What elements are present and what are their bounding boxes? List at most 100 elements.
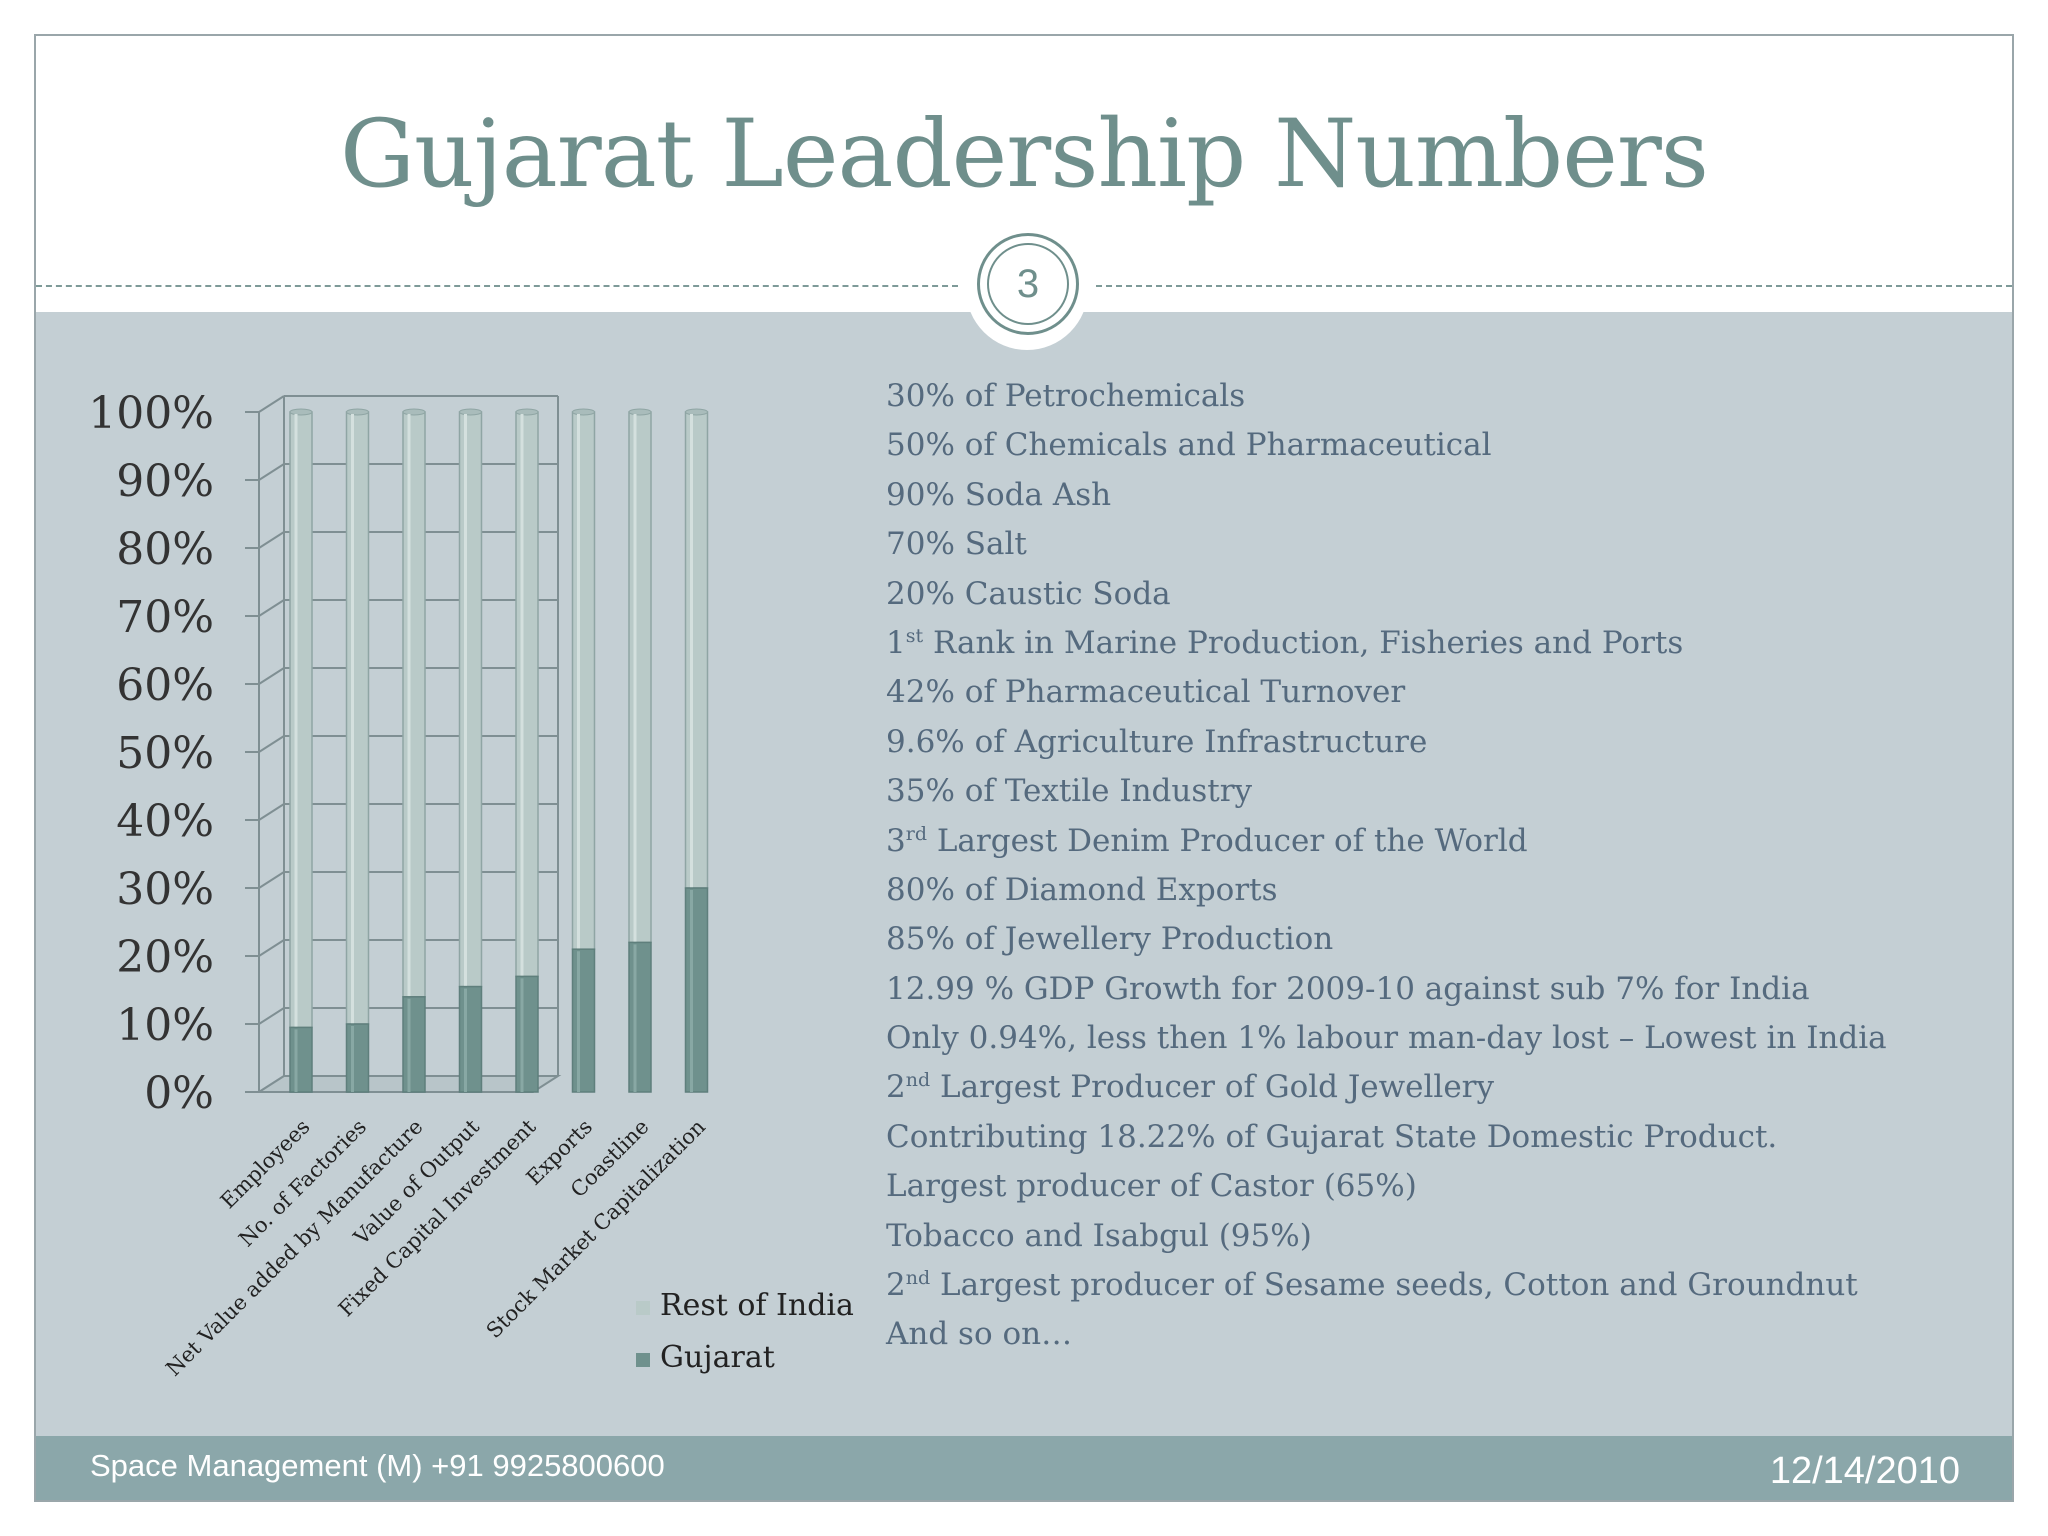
fact-item: 3rd Largest Denim Producer of the World (886, 817, 1887, 866)
fact-text: Largest producer of Sesame seeds, Cotton… (930, 1267, 1858, 1304)
fact-item: 50% of Chemicals and Pharmaceutical (886, 421, 1887, 470)
fact-item: 9.6% of Agriculture Infrastructure (886, 718, 1887, 767)
fact-ordinal-suffix: rd (905, 822, 927, 845)
header-divider-right (1096, 285, 2012, 287)
gridline-side (258, 939, 285, 957)
fact-item: 90% Soda Ash (886, 471, 1887, 520)
fact-item: Only 0.94%, less then 1% labour man-day … (886, 1014, 1887, 1063)
fact-text: Only 0.94%, less then 1% labour man-day … (886, 1020, 1887, 1057)
bar-gujarat (345, 1023, 370, 1093)
fact-item: And so on… (886, 1310, 1887, 1359)
y-tick-label: 80% (116, 524, 214, 575)
fact-ordinal: 2 (886, 1069, 906, 1106)
fact-text: 50% of Chemicals and Pharmaceutical (886, 427, 1492, 464)
fact-item: 20% Caustic Soda (886, 570, 1887, 619)
fact-text: And so on… (886, 1316, 1073, 1353)
bar-gujarat (402, 996, 426, 1093)
fact-text: 80% of Diamond Exports (886, 871, 1278, 908)
fact-text: 85% of Jewellery Production (886, 921, 1334, 958)
gridline-side (258, 735, 285, 753)
gridline-side (258, 803, 285, 821)
fact-item: 12.99 % GDP Growth for 2009-10 against s… (886, 965, 1887, 1014)
fact-text: Largest producer of Castor (65%) (886, 1168, 1417, 1205)
bar-rest-of-india (458, 411, 483, 988)
fact-ordinal-suffix: st (905, 624, 924, 647)
legend-swatch (636, 1301, 650, 1315)
bar-rest-of-india (684, 411, 709, 889)
y-tick-label: 30% (116, 864, 214, 915)
bar-gujarat (571, 948, 596, 1093)
slide-title: Gujarat Leadership Numbers (339, 100, 1709, 209)
footer-bar: Space Management (M) +91 9925800600 12/1… (36, 1436, 2012, 1500)
y-tick-label: 40% (116, 796, 214, 847)
legend-label: Rest of India (660, 1288, 854, 1323)
bar-top (685, 408, 708, 416)
y-tick-label: 50% (116, 728, 214, 779)
gridline-side (258, 531, 285, 549)
y-tick-label: 60% (116, 660, 214, 711)
fact-text: 30% of Petrochemicals (886, 378, 1246, 414)
bar-top (515, 408, 539, 416)
fact-text: Largest Producer of Gold Jewellery (930, 1069, 1495, 1106)
y-tick-label: 90% (116, 456, 214, 507)
fact-item: 2nd Largest producer of Sesame seeds, Co… (886, 1261, 1887, 1310)
fact-item: 80% of Diamond Exports (886, 866, 1887, 915)
fact-text: 12.99 % GDP Growth for 2009-10 against s… (886, 970, 1810, 1007)
fact-ordinal: 3 (886, 822, 906, 859)
gridline-side (258, 599, 285, 617)
fact-text: Rank in Marine Production, Fisheries and… (923, 624, 1684, 661)
footer-date: 12/14/2010 (1769, 1450, 1960, 1492)
fact-item: 85% of Jewellery Production (886, 915, 1887, 964)
fact-item: 70% Salt (886, 520, 1887, 569)
fact-item: 1st Rank in Marine Production, Fisheries… (886, 619, 1887, 668)
fact-item: Largest producer of Castor (65%) (886, 1162, 1887, 1211)
bar-top (628, 408, 652, 416)
fact-text: 35% of Textile Industry (886, 773, 1253, 810)
gridline-side (258, 395, 285, 413)
fact-text: 20% Caustic Soda (886, 575, 1171, 612)
facts-list: 30% of Petrochemicals 50% of Chemicals an… (886, 372, 1887, 1360)
fact-item: 2nd Largest Producer of Gold Jewellery (886, 1063, 1887, 1112)
bar-top (402, 408, 426, 416)
legend-label: Gujarat (660, 1340, 775, 1375)
fact-item: 42% of Pharmaceutical Turnover (886, 668, 1887, 717)
footer-contact: Space Management (M) +91 9925800600 (90, 1448, 665, 1483)
y-tick-label: 20% (116, 932, 214, 983)
bar-rest-of-india (345, 411, 370, 1025)
fact-text: 9.6% of Agriculture Infrastructure (886, 723, 1428, 760)
fact-text: 42% of Pharmaceutical Turnover (886, 674, 1406, 711)
gridline-side (258, 667, 285, 685)
y-tick-label: 0% (144, 1068, 214, 1119)
bar-top (572, 408, 595, 416)
fact-ordinal-suffix: nd (905, 1069, 931, 1092)
gridline-side (258, 871, 285, 889)
fact-item: 35% of Textile Industry (886, 767, 1887, 816)
fact-text: 70% Salt (886, 526, 1027, 563)
bar-top (346, 408, 369, 416)
header-divider-left (36, 285, 958, 287)
fact-text: Largest Denim Producer of the World (926, 822, 1528, 859)
fact-item: Contributing 18.22% of Gujarat State Dom… (886, 1113, 1887, 1162)
bar-gujarat (628, 941, 652, 1093)
page-number-badge: 3 (977, 233, 1079, 335)
bar-rest-of-india (628, 411, 652, 944)
legend-swatch (636, 1353, 650, 1367)
y-tick-label: 100% (88, 388, 214, 439)
bar-rest-of-india (289, 411, 313, 1029)
fact-text: Contributing 18.22% of Gujarat State Dom… (886, 1118, 1778, 1155)
bar-gujarat (458, 985, 483, 1093)
y-tick-label: 10% (116, 1000, 214, 1051)
bar-rest-of-india (402, 411, 426, 998)
y-tick-label: 70% (116, 592, 214, 643)
bar-gujarat (684, 887, 709, 1093)
bar-gujarat (289, 1026, 313, 1093)
bar-top (289, 408, 313, 416)
fact-item: Tobacco and Isabgul (95%) (886, 1212, 1887, 1261)
fact-ordinal: 1 (886, 624, 906, 661)
bar-top (459, 408, 482, 416)
fact-ordinal: 2 (886, 1267, 906, 1304)
fact-item: 30% of Petrochemicals (886, 372, 1887, 421)
fact-text: Tobacco and Isabgul (95%) (886, 1217, 1312, 1254)
fact-text: 90% Soda Ash (886, 476, 1112, 513)
bar-rest-of-india (571, 411, 596, 950)
